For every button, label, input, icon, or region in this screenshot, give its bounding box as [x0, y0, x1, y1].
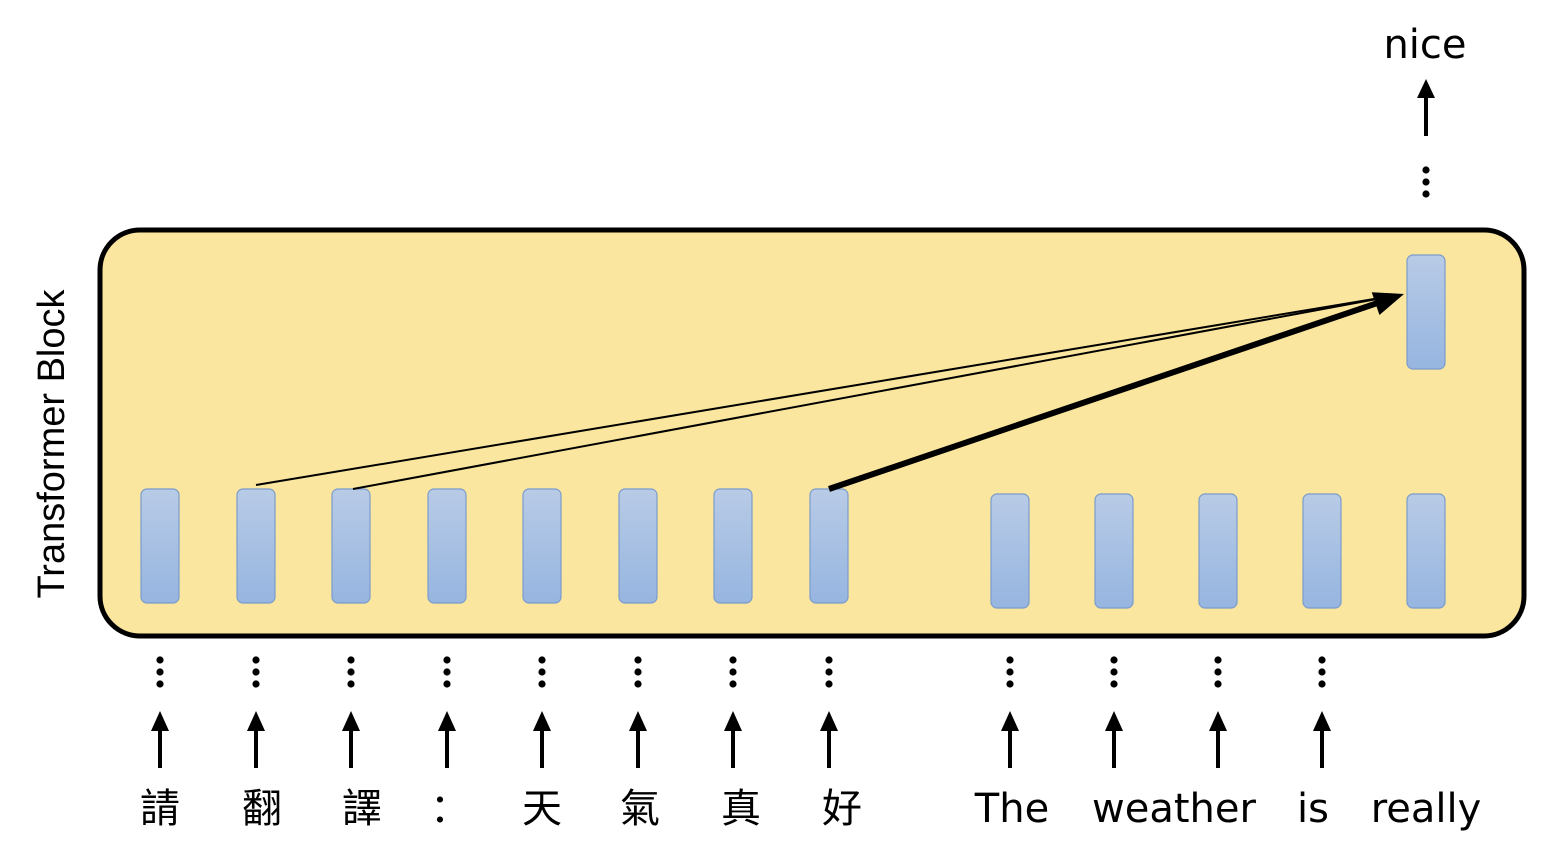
ellipsis-dot: [634, 668, 642, 676]
ellipsis-dot: [1110, 668, 1118, 676]
ellipsis-dot: [1006, 656, 1014, 664]
hidden-vector: [713, 488, 753, 604]
hidden-vector: [1198, 493, 1238, 609]
input-arrowhead: [342, 711, 360, 731]
ellipsis-dot: [1318, 656, 1326, 664]
ellipsis-dot: [825, 668, 833, 676]
block-label: Transformer Block: [31, 289, 73, 599]
ellipsis-dot: [634, 656, 642, 664]
attention-edge: [828, 296, 1388, 492]
ellipsis-dot: [1006, 668, 1014, 676]
hidden-vector: [990, 493, 1030, 609]
ellipsis-dot: [1318, 680, 1326, 688]
ellipsis-dot: [1214, 668, 1222, 676]
input-token: 請: [140, 786, 180, 832]
input-token: The: [974, 786, 1049, 832]
hidden-vector: [140, 488, 180, 604]
input-arrowhead: [820, 711, 838, 731]
input-token: is: [1297, 786, 1329, 832]
input-arrowhead: [724, 711, 742, 731]
input-token: 譯: [342, 786, 382, 832]
input-token: 真: [721, 786, 761, 832]
input-token: weather: [1092, 786, 1256, 832]
hidden-vectors: [140, 254, 1446, 609]
input-token: 天: [522, 786, 562, 832]
ellipsis-dot: [1214, 656, 1222, 664]
hidden-vector: [809, 488, 849, 604]
ellipsis-dot: [825, 656, 833, 664]
input-token: 翻: [242, 786, 282, 832]
input-arrowhead: [1001, 711, 1019, 731]
attention-arrowhead: [1371, 292, 1404, 315]
hidden-vector: [1406, 493, 1446, 609]
ellipsis-dot: [1318, 668, 1326, 676]
ellipsis-dot: [538, 656, 546, 664]
input-arrowhead: [629, 711, 647, 731]
input-token: 好: [822, 786, 862, 832]
ellipsis-dot: [156, 656, 164, 664]
ellipsis-dot: [1110, 656, 1118, 664]
input-arrowhead: [1209, 711, 1227, 731]
hidden-vector: [427, 488, 467, 604]
ellipsis-dot: [443, 668, 451, 676]
hidden-vector: [522, 488, 562, 604]
ellipsis-dot: [1110, 680, 1118, 688]
ellipsis-dot: [729, 668, 737, 676]
ellipsis-dot: [1422, 166, 1430, 174]
input-arrowhead: [1105, 711, 1123, 731]
input-token: 氣: [620, 786, 660, 832]
input-token: really: [1371, 786, 1482, 832]
attention-edge: [352, 297, 1383, 490]
ellipsis-dot: [538, 668, 546, 676]
output-column: [1417, 79, 1435, 198]
ellipsis-dot: [156, 668, 164, 676]
ellipsis-dot: [1422, 190, 1430, 198]
ellipsis-dot: [252, 680, 260, 688]
attention-edges: [255, 292, 1404, 492]
output-arrowhead: [1417, 79, 1435, 98]
input-arrowhead: [533, 711, 551, 731]
ellipsis-dot: [252, 668, 260, 676]
ellipsis-dot: [1214, 680, 1222, 688]
ellipsis-dot: [156, 680, 164, 688]
ellipsis-dot: [252, 656, 260, 664]
hidden-vector: [1302, 493, 1342, 609]
attention-edge: [255, 296, 1383, 486]
ellipsis-dot: [443, 656, 451, 664]
ellipsis-dot: [1422, 178, 1430, 186]
input-token: ：: [430, 786, 470, 832]
ellipsis-dot: [825, 680, 833, 688]
hidden-vector: [236, 488, 276, 604]
ellipsis-dot: [347, 668, 355, 676]
input-arrowhead: [151, 711, 169, 731]
ellipsis-dot: [443, 680, 451, 688]
ellipsis-dot: [347, 656, 355, 664]
hidden-vector: [1094, 493, 1134, 609]
ellipsis-dot: [729, 680, 737, 688]
ellipsis-dot: [634, 680, 642, 688]
input-arrowhead: [1313, 711, 1331, 731]
hidden-vector: [331, 488, 371, 604]
input-arrowhead: [247, 711, 265, 731]
ellipsis-dot: [729, 656, 737, 664]
ellipsis-dot: [347, 680, 355, 688]
input-arrowhead: [438, 711, 456, 731]
ellipsis-dot: [1006, 680, 1014, 688]
output-vector: [1406, 254, 1446, 370]
ellipsis-dot: [538, 680, 546, 688]
hidden-vector: [618, 488, 658, 604]
output-token: nice: [1383, 22, 1466, 68]
input-columns: 請 翻 譯 ： 天 氣 真 好 The weather is really: [140, 656, 1481, 832]
